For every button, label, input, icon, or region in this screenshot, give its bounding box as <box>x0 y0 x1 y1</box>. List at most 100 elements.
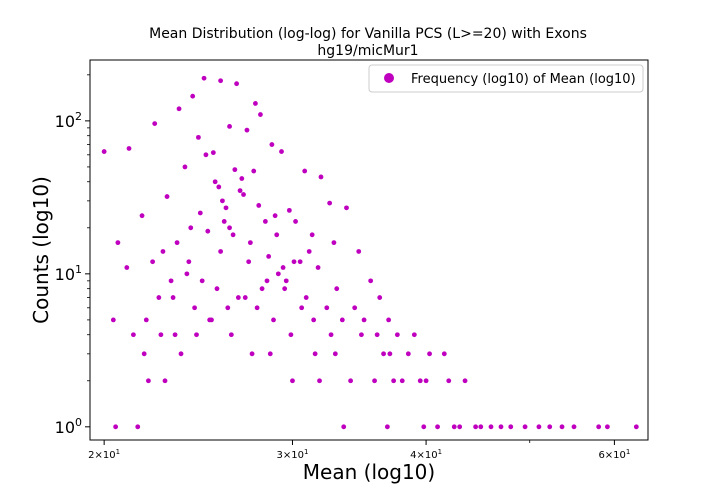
data-point <box>141 351 147 357</box>
legend-marker <box>384 73 394 83</box>
data-point <box>547 424 553 430</box>
data-point <box>234 81 240 87</box>
data-point <box>194 332 199 338</box>
data-point <box>199 278 205 284</box>
data-point <box>101 149 107 154</box>
data-point <box>280 265 286 270</box>
data-point <box>272 213 278 219</box>
data-point <box>174 240 180 246</box>
data-point <box>288 332 294 338</box>
data-point <box>423 378 429 384</box>
legend[interactable]: Frequency (log10) of Mean (log10) <box>368 64 644 93</box>
data-point <box>201 75 207 81</box>
data-point <box>190 93 196 99</box>
data-point <box>254 305 260 311</box>
data-point <box>131 332 136 338</box>
plot-area-frame <box>89 59 649 441</box>
data-point <box>210 150 216 156</box>
y-axis-label: Counts (log10) <box>29 176 53 324</box>
data-point <box>368 278 374 284</box>
legend-label: Frequency (log10) of Mean (log10) <box>411 72 636 87</box>
y-tick-label: 100 <box>55 416 82 437</box>
data-point <box>372 378 377 384</box>
data-point <box>205 228 211 234</box>
x-axis: 2×101 3×101 4×101 6×101 <box>88 440 630 461</box>
data-point <box>344 205 349 211</box>
data-point <box>192 305 198 311</box>
data-point <box>311 317 317 323</box>
data-point <box>275 271 281 277</box>
x-tick-label: 6×101 <box>598 448 630 461</box>
data-point <box>441 351 447 357</box>
data-points <box>101 75 639 430</box>
data-point <box>251 168 257 174</box>
data-point <box>186 259 192 265</box>
data-point <box>267 351 273 357</box>
data-point <box>508 424 514 430</box>
data-point <box>384 424 390 430</box>
data-point <box>164 194 170 199</box>
data-point <box>633 424 639 430</box>
data-point <box>348 378 353 384</box>
data-point <box>303 295 309 300</box>
data-point <box>143 317 149 323</box>
data-point <box>536 424 542 430</box>
data-point <box>271 317 276 323</box>
data-point <box>241 192 246 197</box>
data-point <box>317 378 322 384</box>
data-point <box>203 152 209 158</box>
data-point <box>339 317 345 323</box>
data-point <box>283 278 289 284</box>
y-axis: 100 101 102 <box>55 74 90 437</box>
data-point <box>218 78 224 84</box>
data-point <box>184 271 190 277</box>
data-point <box>182 164 188 170</box>
data-point <box>334 286 340 292</box>
data-point <box>110 317 116 323</box>
y-tick-label: 101 <box>55 263 82 284</box>
data-point <box>405 351 411 357</box>
data-point <box>150 259 156 265</box>
data-point <box>172 332 178 338</box>
data-point <box>220 198 225 204</box>
data-point <box>451 424 457 430</box>
data-point <box>306 249 312 254</box>
data-point <box>196 134 201 140</box>
data-point <box>197 210 203 216</box>
data-point <box>327 200 333 206</box>
data-point <box>352 305 358 311</box>
data-point <box>478 424 484 430</box>
data-point <box>160 249 166 254</box>
data-point <box>279 149 284 154</box>
data-point <box>312 351 318 357</box>
data-point <box>221 219 227 224</box>
data-point <box>315 265 321 270</box>
data-point <box>230 232 236 238</box>
x-axis-label: Mean (log10) <box>303 460 435 484</box>
data-point <box>286 207 292 213</box>
legend-frame <box>368 64 644 93</box>
data-point <box>253 101 258 106</box>
data-point <box>207 317 213 323</box>
data-point <box>427 351 432 357</box>
data-point <box>324 305 330 311</box>
data-point <box>266 254 272 259</box>
data-point <box>297 259 303 265</box>
data-point <box>399 378 405 384</box>
data-point <box>559 424 565 430</box>
data-point <box>170 295 176 300</box>
data-point <box>457 424 463 430</box>
data-point <box>124 265 130 270</box>
data-point <box>332 351 338 357</box>
data-point <box>282 286 288 292</box>
data-point <box>259 286 265 292</box>
data-point <box>246 259 252 265</box>
data-point <box>318 174 324 180</box>
data-point <box>126 146 132 151</box>
data-point <box>328 332 334 338</box>
data-point <box>258 112 263 117</box>
data-point <box>309 232 315 238</box>
data-point <box>146 378 151 384</box>
data-point <box>113 424 119 430</box>
data-point <box>214 286 220 292</box>
